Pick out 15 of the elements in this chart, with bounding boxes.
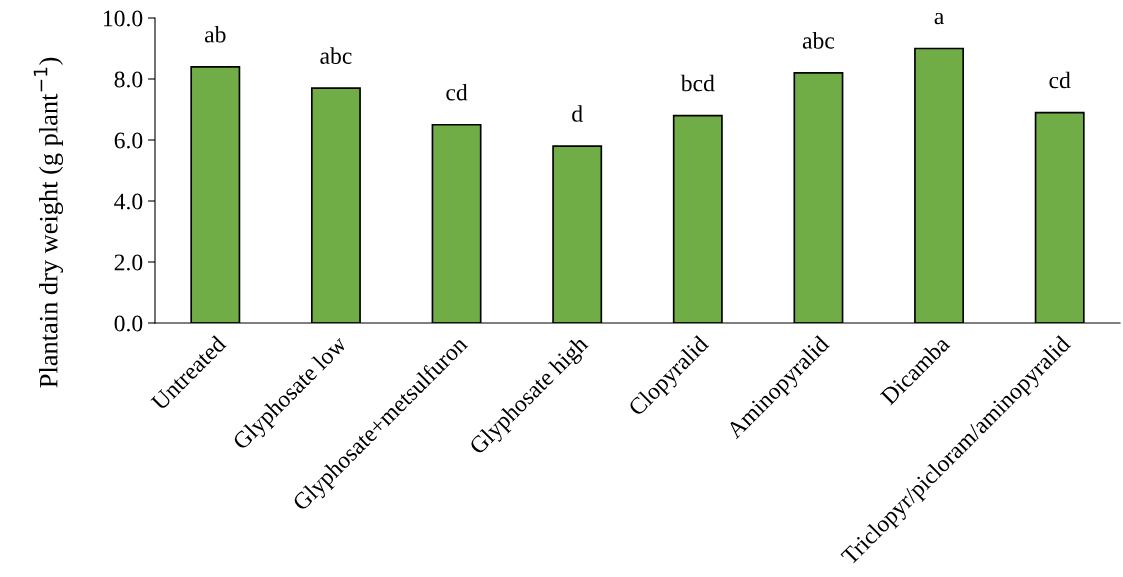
annotation: abc xyxy=(802,32,835,49)
y-tick-label: 2.0 xyxy=(114,254,143,271)
y-tick-label: 4.0 xyxy=(114,193,143,210)
annotation: cd xyxy=(446,83,468,101)
annotation: d xyxy=(572,105,583,122)
annotation: abc xyxy=(320,47,352,64)
annotation: cd xyxy=(1049,71,1071,89)
y-tick-label: 6.0 xyxy=(114,132,143,149)
annotation: a xyxy=(934,12,944,25)
y-tick-label: 8.0 xyxy=(114,71,143,88)
y-axis-title: Plantain dry weight (g plant$^{−1}$) xyxy=(33,57,64,388)
annotation: bcd xyxy=(680,74,715,92)
y-tick-label: 10.0 xyxy=(103,10,143,27)
annotation: ab xyxy=(205,25,226,43)
y-tick-label: 0.0 xyxy=(114,315,143,332)
